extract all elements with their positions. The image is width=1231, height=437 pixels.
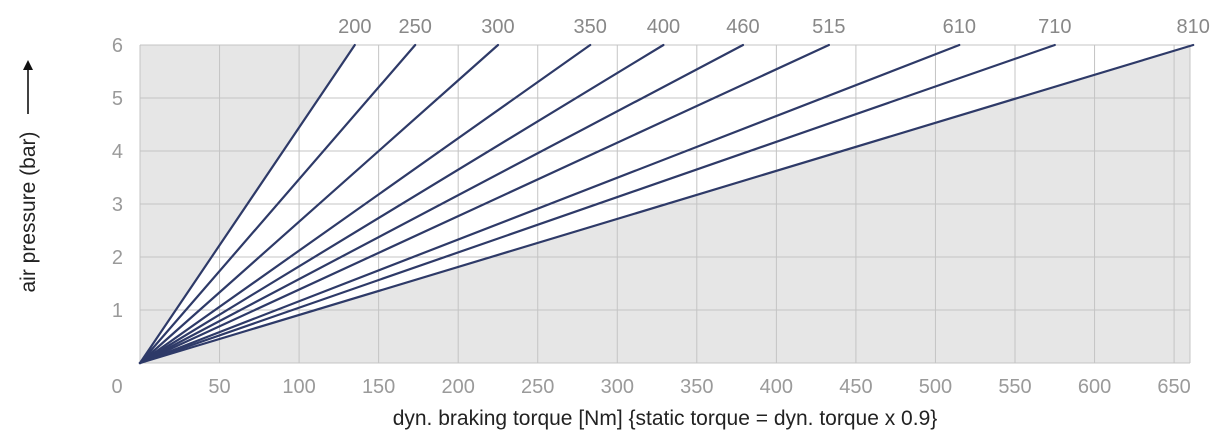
x-tick-label: 150: [362, 376, 395, 398]
series-label-460: 460: [726, 16, 759, 38]
series-line-610: [138, 43, 961, 365]
series-line-300: [138, 43, 500, 365]
series-label-810: 810: [1176, 16, 1209, 38]
y-tick-label: 5: [112, 88, 123, 110]
series-line-460: [138, 43, 745, 365]
x-tick-label: 600: [1078, 376, 1111, 398]
series-line-400: [138, 43, 665, 365]
y-tick-label: 1: [112, 300, 123, 322]
series-line-350: [138, 43, 592, 365]
series-label-400: 400: [647, 16, 680, 38]
x-tick-label: 650: [1157, 376, 1190, 398]
grid: [139, 44, 1191, 364]
x-axis-label: dyn. braking torque [Nm] {static torque …: [393, 407, 938, 430]
series-label-350: 350: [574, 16, 607, 38]
y-tick-label: 4: [112, 141, 123, 163]
series-line-200: [138, 43, 356, 365]
series-line-710: [138, 43, 1056, 365]
x-tick-label: 100: [282, 376, 315, 398]
y-tick-label: 2: [112, 247, 123, 269]
x-tick-label: 300: [601, 376, 634, 398]
x-tick-label: 250: [521, 376, 554, 398]
series-label-710: 710: [1038, 16, 1071, 38]
x-tick-label: 500: [919, 376, 952, 398]
series-line-250: [138, 43, 417, 365]
series-line-515: [138, 43, 830, 365]
x-tick-label: 350: [680, 376, 713, 398]
x-tick-label: 550: [998, 376, 1031, 398]
series-label-610: 610: [943, 16, 976, 38]
x-axis-ticks: 0501001502002503003504004505005506006507…: [111, 376, 1190, 398]
series-lines: [138, 43, 1195, 365]
x-tick-label: 200: [441, 376, 474, 398]
series-labels: 200 250 300 350 400 460 515 610 710 810: [338, 16, 1210, 38]
y-axis-arrow-head: [23, 60, 33, 70]
x-tick-label: 50: [208, 376, 230, 398]
x-tick-label: 400: [760, 376, 793, 398]
series-label-515: 515: [812, 16, 845, 38]
y-tick-label: 6: [112, 35, 123, 57]
y-axis-label-group: air pressure (bar): [17, 60, 40, 293]
series-label-300: 300: [481, 16, 514, 38]
y-axis-label: air pressure (bar): [17, 131, 40, 292]
y-tick-label: 3: [112, 194, 123, 216]
x-tick-label: 450: [839, 376, 872, 398]
series-label-250: 250: [399, 16, 432, 38]
x-tick-label: 0: [111, 376, 122, 398]
series-line-810: [138, 43, 1195, 365]
y-axis-ticks: 1 2 3 4 5 6: [112, 35, 123, 322]
series-label-200: 200: [338, 16, 371, 38]
